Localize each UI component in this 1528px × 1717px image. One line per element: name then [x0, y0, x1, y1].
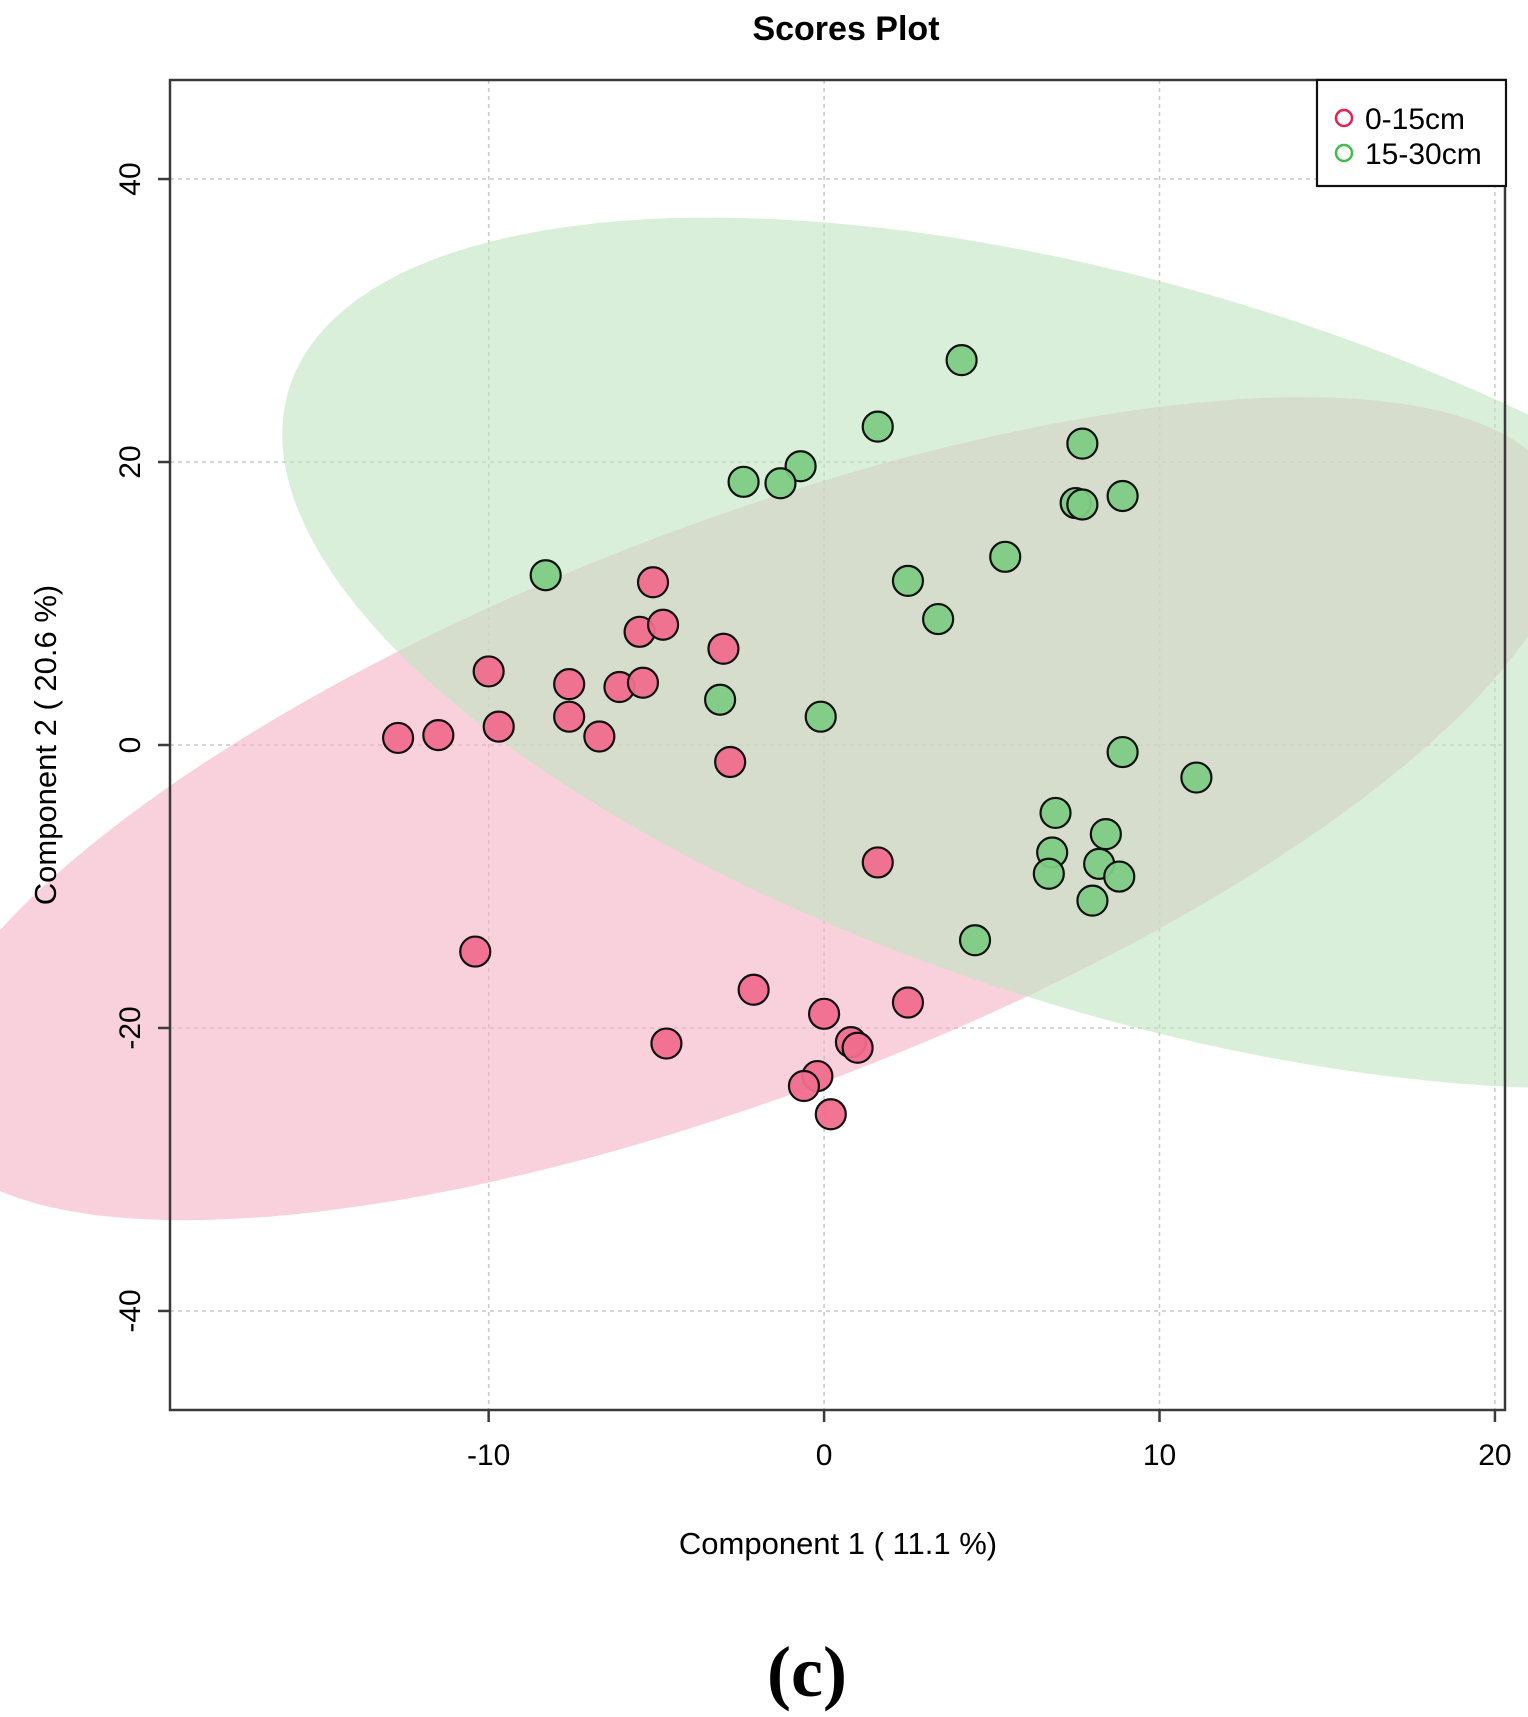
point-15-30cm: [1076, 884, 1109, 917]
point-15-30cm: [804, 700, 837, 733]
point-0-15cm: [714, 745, 747, 779]
x-tick-label: -10: [467, 1439, 510, 1472]
point-0-15cm: [482, 710, 515, 743]
legend-label-15-30cm: 15-30cm: [1365, 138, 1482, 171]
point-0-15cm: [472, 655, 505, 688]
point-15-30cm: [861, 410, 894, 443]
point-0-15cm: [646, 608, 680, 641]
point-15-30cm: [1103, 860, 1136, 893]
point-15-30cm: [1032, 857, 1065, 890]
point-0-15cm: [650, 1027, 683, 1060]
point-15-30cm: [764, 467, 797, 500]
point-0-15cm: [787, 1069, 821, 1103]
legend: 0-15cm 15-30cm: [1315, 78, 1508, 188]
legend-label-0-15cm: 0-15cm: [1365, 103, 1465, 136]
point-15-30cm: [891, 564, 925, 597]
point-0-15cm: [737, 973, 770, 1006]
point-15-30cm: [529, 559, 562, 592]
y-tick-label: 0: [114, 737, 147, 754]
point-0-15cm: [891, 986, 925, 1019]
point-15-30cm: [989, 540, 1022, 573]
x-tick-label: 10: [1143, 1439, 1176, 1472]
legend-box: [1315, 78, 1508, 188]
point-0-15cm: [583, 720, 616, 753]
point-0-15cm: [626, 666, 660, 699]
legend-marker-15-30cm: [1334, 143, 1354, 163]
figure-caption: (c): [767, 1632, 847, 1712]
confidence-ellipses: [0, 217, 1528, 1221]
x-tick-label: 20: [1478, 1439, 1511, 1472]
point-15-30cm: [1066, 427, 1099, 460]
point-0-15cm: [861, 846, 894, 879]
point-15-30cm: [958, 924, 992, 957]
point-15-30cm: [704, 683, 737, 716]
y-tick-label: 40: [114, 162, 147, 195]
point-0-15cm: [381, 721, 415, 755]
x-axis-label: Component 1 ( 11.1 %): [679, 1526, 997, 1561]
legend-marker-0-15cm: [1334, 108, 1354, 128]
point-0-15cm: [459, 935, 492, 968]
point-15-30cm: [1106, 735, 1139, 769]
axis-ticks: -10 0 10 20 40 20 0 -20 -40: [114, 162, 1512, 1472]
point-15-30cm: [727, 465, 760, 498]
y-axis-label: Component 2 ( 20.6 %): [28, 585, 63, 906]
ellipse-15-30cm: [282, 217, 1528, 1088]
chart-title: Scores Plot: [752, 10, 939, 48]
point-0-15cm: [422, 718, 455, 752]
point-0-15cm: [707, 632, 740, 665]
point-15-30cm: [1039, 796, 1072, 830]
point-15-30cm: [1066, 488, 1099, 521]
point-15-30cm: [1106, 479, 1139, 513]
x-tick-label: 0: [816, 1439, 833, 1472]
y-tick-label: -40: [114, 1289, 147, 1332]
y-tick-label: -20: [114, 1006, 147, 1049]
point-15-30cm: [1180, 761, 1213, 794]
score-points: [381, 344, 1213, 1131]
point-0-15cm: [553, 668, 586, 701]
point-0-15cm: [841, 1031, 874, 1064]
point-0-15cm: [807, 997, 841, 1030]
point-0-15cm: [553, 700, 586, 733]
point-0-15cm: [636, 566, 670, 599]
point-15-30cm: [945, 344, 978, 377]
point-15-30cm: [1089, 818, 1122, 851]
point-0-15cm: [814, 1098, 847, 1131]
point-15-30cm: [922, 602, 955, 636]
y-tick-label: 20: [114, 445, 147, 478]
